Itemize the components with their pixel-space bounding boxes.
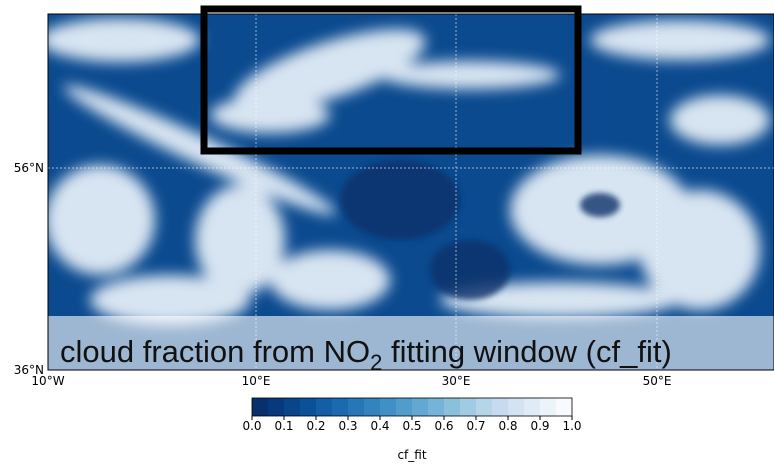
colorbar-tick-label: 0.4 [370, 419, 389, 433]
colorbar-tick-label: 1.0 [562, 419, 581, 433]
lat-label: 56°N [14, 161, 44, 175]
colorbar-segment [412, 398, 429, 416]
colorbar-segment [556, 398, 573, 416]
colorbar-segment [268, 398, 285, 416]
colorbar-segment [460, 398, 477, 416]
colorbar-tick-label: 0.9 [530, 419, 549, 433]
colorbar-segment [428, 398, 445, 416]
page: cloud fraction from NO2 fitting window (… [0, 0, 774, 465]
colorbar-segment [348, 398, 365, 416]
lon-label: 50°E [643, 374, 672, 388]
colorbar-segment [316, 398, 333, 416]
colorbar-tick-label: 0.0 [242, 419, 261, 433]
colorbar-tick-label: 0.7 [466, 419, 485, 433]
colorbar-label: cf_fit [397, 448, 426, 462]
colorbar-segment [476, 398, 493, 416]
colorbar-tick-label: 0.5 [402, 419, 421, 433]
colorbar-segment [524, 398, 541, 416]
lon-label: 30°E [442, 374, 471, 388]
colorbar-tick-label: 0.6 [434, 419, 453, 433]
colorbar-segment [396, 398, 413, 416]
colorbar-tick-label: 0.3 [338, 419, 357, 433]
colorbar-segment [444, 398, 461, 416]
colorbar-segment [284, 398, 301, 416]
colorbar-segment [508, 398, 525, 416]
colorbar-segment [540, 398, 557, 416]
lon-label: 10°E [242, 374, 271, 388]
colorbar-segment [300, 398, 317, 416]
colorbar-segment [252, 398, 269, 416]
colorbar-segment [380, 398, 397, 416]
map-figure: cloud fraction from NO2 fitting window (… [0, 0, 774, 465]
colorbar: 0.0 0.1 0.2 0.3 0.4 0.5 0.6 0.7 0.8 0.9 1.0 [242, 398, 581, 433]
lon-label: 10°W [31, 374, 64, 388]
colorbar-segment [332, 398, 349, 416]
colorbar-segment [492, 398, 509, 416]
colorbar-tick-label: 0.2 [306, 419, 325, 433]
colorbar-tick-label: 0.8 [498, 419, 517, 433]
colorbar-segment [364, 398, 381, 416]
colorbar-tick-label: 0.1 [274, 419, 293, 433]
caption: cloud fraction from NO2 fitting window (… [60, 334, 672, 375]
map [40, 12, 774, 370]
